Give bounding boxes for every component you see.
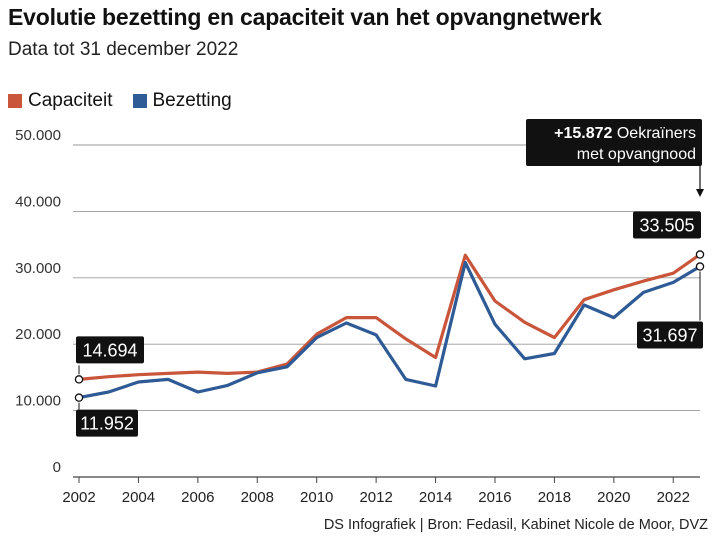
y-tick-label: 40.000 <box>15 193 61 210</box>
y-tick-label: 10.000 <box>15 393 61 410</box>
series-line-bezetting <box>78 260 701 400</box>
chart-subtitle: Data tot 31 december 2022 <box>8 39 239 60</box>
x-axis-ticks: 2002 2004 2006 2008 2010 2012 2014 2016 2018 2020… <box>62 477 690 506</box>
label-bezetting-end-bg <box>637 321 703 349</box>
annotation: +15.872 Oekraïners met opvangnood <box>526 119 704 197</box>
series-line-capaciteit <box>78 253 701 381</box>
legend: Capaciteit Bezetting <box>8 90 252 112</box>
x-tick-label: 2018 <box>538 489 571 506</box>
label-bezetting-start: 11.952 <box>76 409 138 437</box>
series-lines <box>78 253 701 400</box>
legend-item-bezetting: Bezetting <box>132 90 232 112</box>
y-tick-label: 50.000 <box>15 127 61 144</box>
annotation-bg <box>526 119 702 166</box>
label-capaciteit-end-bg <box>633 211 701 239</box>
marker-capaciteit-end <box>695 250 705 259</box>
legend-swatch-bezetting <box>132 94 147 108</box>
x-tick-label: 2012 <box>359 489 392 506</box>
label-capaciteit-end-text: 33.505 <box>639 216 694 236</box>
x-tick-label: 2010 <box>300 489 333 506</box>
label-bezetting-start-bg <box>76 409 138 437</box>
y-axis-ticks: 0 10.000 20.000 30.000 40.000 50.000 <box>15 127 61 476</box>
x-tick-label: 2008 <box>241 489 274 506</box>
label-capaciteit-end: 33.505 <box>633 211 701 239</box>
x-tick-label: 2014 <box>419 489 452 506</box>
label-capaciteit-start: 14.694 <box>76 336 144 364</box>
y-tick-label: 30.000 <box>15 260 61 277</box>
source-note: DS Infografiek | Bron: Fedasil, Kabinet … <box>323 517 708 533</box>
legend-label-capaciteit: Capaciteit <box>28 90 113 111</box>
gridlines <box>73 144 700 478</box>
x-tick-label: 2020 <box>597 489 630 506</box>
marker-capaciteit-start <box>74 375 84 384</box>
x-tick-label: 2006 <box>181 489 214 506</box>
x-tick-label: 2022 <box>657 489 690 506</box>
legend-item-capaciteit: Capaciteit <box>8 90 113 112</box>
chart-title: Evolutie bezetting en capaciteit van het… <box>8 4 602 30</box>
label-bezetting-end-text: 31.697 <box>642 326 697 346</box>
x-tick-label: 2016 <box>478 489 511 506</box>
label-bezetting-start-text: 11.952 <box>80 414 134 434</box>
label-bezetting-end: 31.697 <box>637 321 703 349</box>
y-tick-label: 0 <box>53 459 61 476</box>
marker-bezetting-end <box>695 262 705 271</box>
annotation-line-2: met opvangnood <box>577 146 696 163</box>
x-tick-label: 2002 <box>62 489 95 506</box>
value-labels: 14.694 11.952 33.505 31.697 <box>74 211 705 437</box>
legend-label-bezetting: Bezetting <box>152 90 232 111</box>
label-capaciteit-start-text: 14.694 <box>82 340 137 360</box>
x-tick-label: 2004 <box>122 489 155 506</box>
annotation-arrow-head <box>696 189 704 197</box>
annotation-line-1: +15.872 Oekraïners <box>554 125 696 142</box>
y-tick-label: 20.000 <box>15 326 61 343</box>
label-capaciteit-start-bg <box>76 336 144 364</box>
legend-swatch-capaciteit <box>8 94 22 108</box>
marker-bezetting-start <box>74 393 84 402</box>
